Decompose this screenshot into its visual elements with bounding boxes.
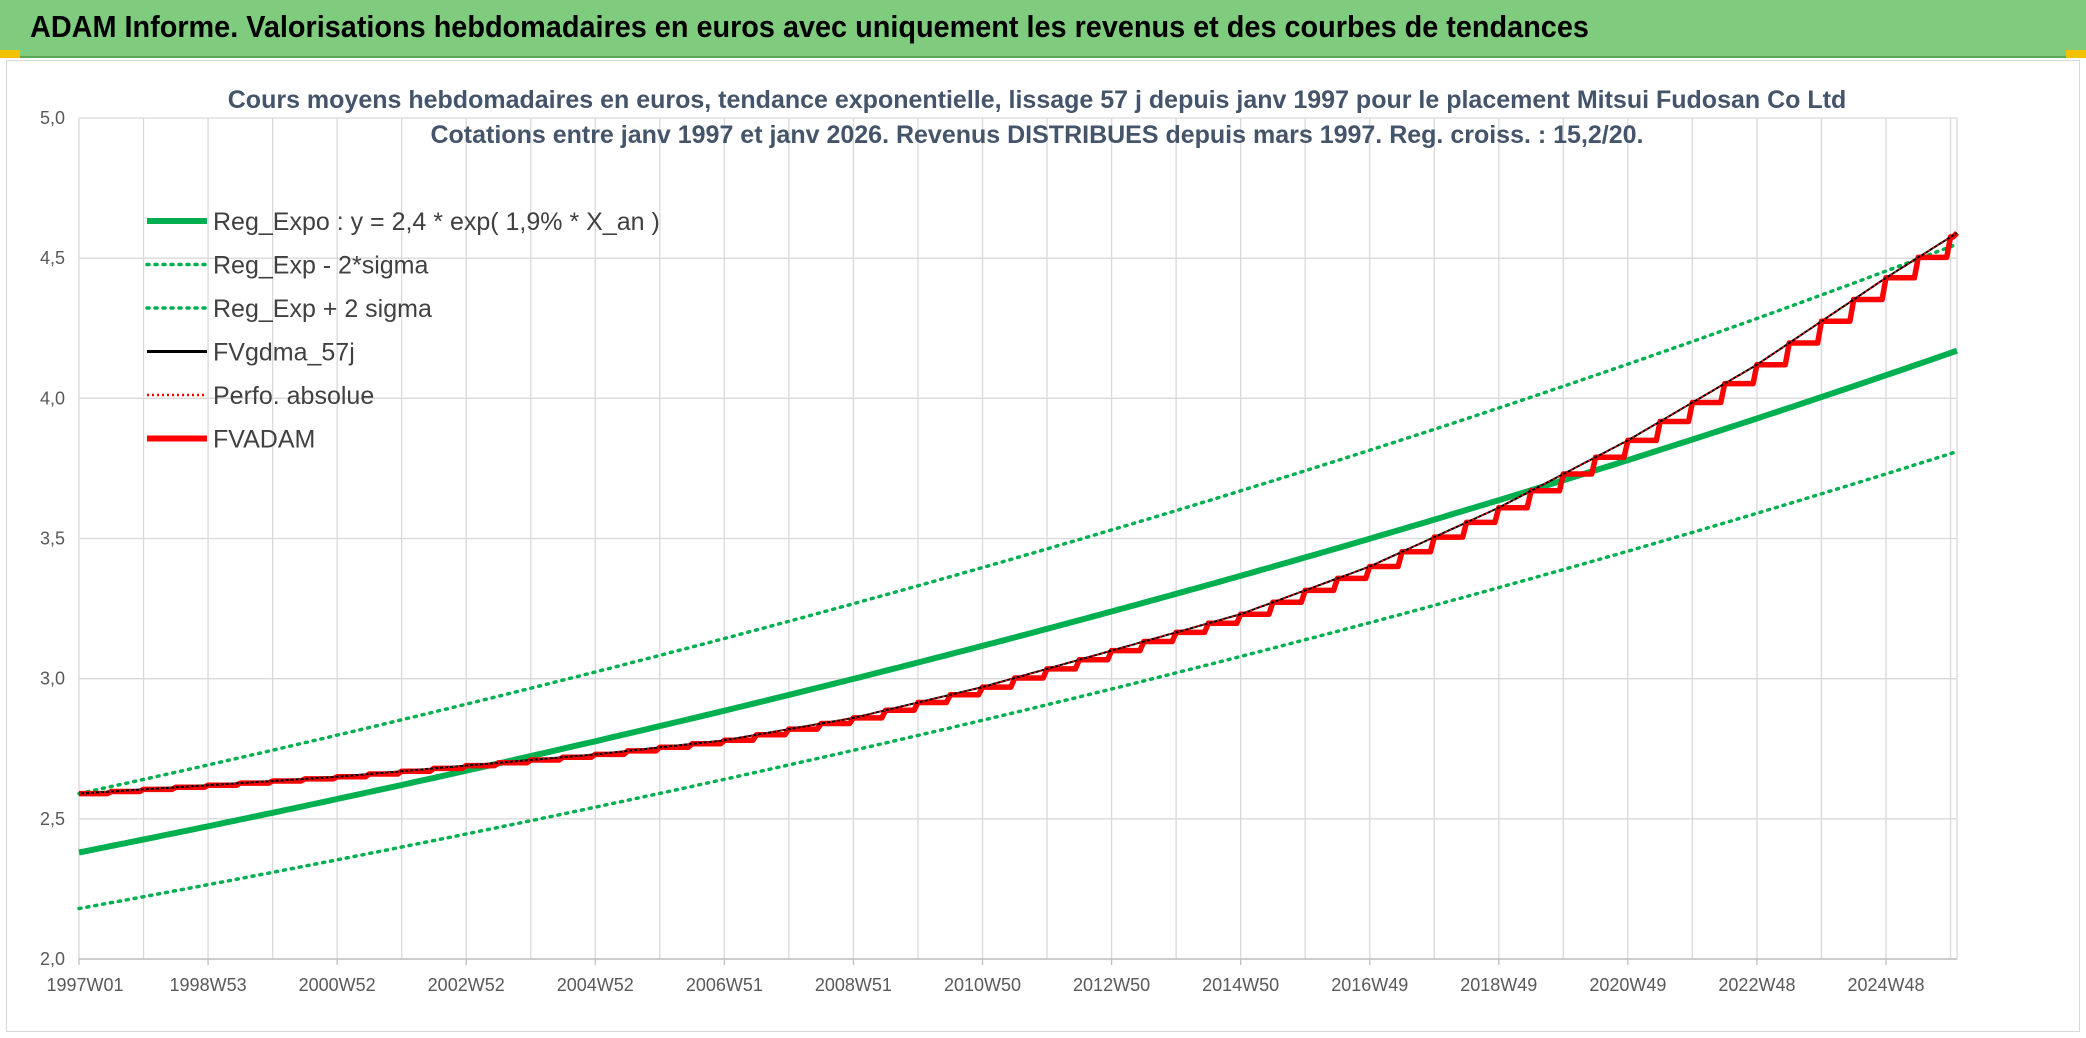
legend-label: FVgdma_57j — [213, 339, 355, 367]
y-tick-label: 2,0 — [40, 949, 65, 969]
line-chart: 2,0 2,5 3,0 3,5 4,0 4,5 5,0 1997W01 1998W53 2000W… — [40, 86, 1959, 995]
legend-label: Perfo. absolue — [213, 382, 374, 410]
y-tick-label: 5,0 — [40, 108, 65, 128]
legend-label: Reg_Exp - 2*sigma — [213, 252, 428, 280]
x-tick-label: 2000W52 — [299, 975, 376, 995]
x-tick-label: 1998W53 — [170, 975, 247, 995]
y-tick-label: 4,0 — [40, 388, 65, 408]
x-tick-label: 2012W50 — [1073, 975, 1150, 995]
legend-label: Reg_Exp + 2 sigma — [213, 295, 432, 323]
x-tick-label: 2010W50 — [944, 975, 1021, 995]
x-tick-label: 2022W48 — [1718, 975, 1795, 995]
x-tick-label: 2008W51 — [815, 975, 892, 995]
chart-title-line-1: Cours moyens hebdomadaires en euros, ten… — [228, 86, 1846, 114]
x-tick-label: 2006W51 — [686, 975, 763, 995]
x-tick-label: 2024W48 — [1847, 975, 1924, 995]
x-tick-label: 2014W50 — [1202, 975, 1279, 995]
series-reg-exp-plus-2sigma — [77, 242, 1959, 796]
y-tick-label: 4,5 — [40, 248, 65, 268]
corner-marker-right — [2066, 50, 2086, 58]
y-tick-label: 3,5 — [40, 529, 65, 549]
x-tick-label: 2018W49 — [1460, 975, 1537, 995]
legend-label: FVADAM — [213, 426, 315, 454]
chart-title-line-2: Cotations entre janv 1997 et janv 2026. … — [430, 121, 1643, 149]
x-tick-label: 2020W49 — [1589, 975, 1666, 995]
x-tick-label: 1997W01 — [46, 975, 123, 995]
x-tick-label: 2004W52 — [557, 975, 634, 995]
y-tick-label: 3,0 — [40, 669, 65, 689]
series-lines — [77, 231, 1959, 911]
chart-area: 2,0 2,5 3,0 3,5 4,0 4,5 5,0 1997W01 1998W53 2000W… — [6, 60, 2080, 1032]
y-tick-label: 2,5 — [40, 809, 65, 829]
axes: 2,0 2,5 3,0 3,5 4,0 4,5 5,0 1997W01 1998W53 2000W… — [40, 108, 1957, 995]
grid-lines — [78, 117, 1958, 960]
series-reg-expo — [78, 347, 1958, 856]
x-tick-label: 2016W49 — [1331, 975, 1408, 995]
report-banner: ADAM Informe. Valorisations hebdomadaire… — [0, 0, 2086, 58]
corner-marker-left — [0, 50, 20, 58]
report-title: ADAM Informe. Valorisations hebdomadaire… — [30, 9, 1589, 44]
legend: Reg_Expo : y = 2,4 * exp( 1,9% * X_an ) R… — [145, 208, 660, 454]
series-fvgdma-57j — [78, 232, 1958, 795]
legend-label: Reg_Expo : y = 2,4 * exp( 1,9% * X_an ) — [213, 208, 660, 236]
series-reg-exp-minus-2sigma — [77, 449, 1959, 911]
x-tick-label: 2002W52 — [428, 975, 505, 995]
